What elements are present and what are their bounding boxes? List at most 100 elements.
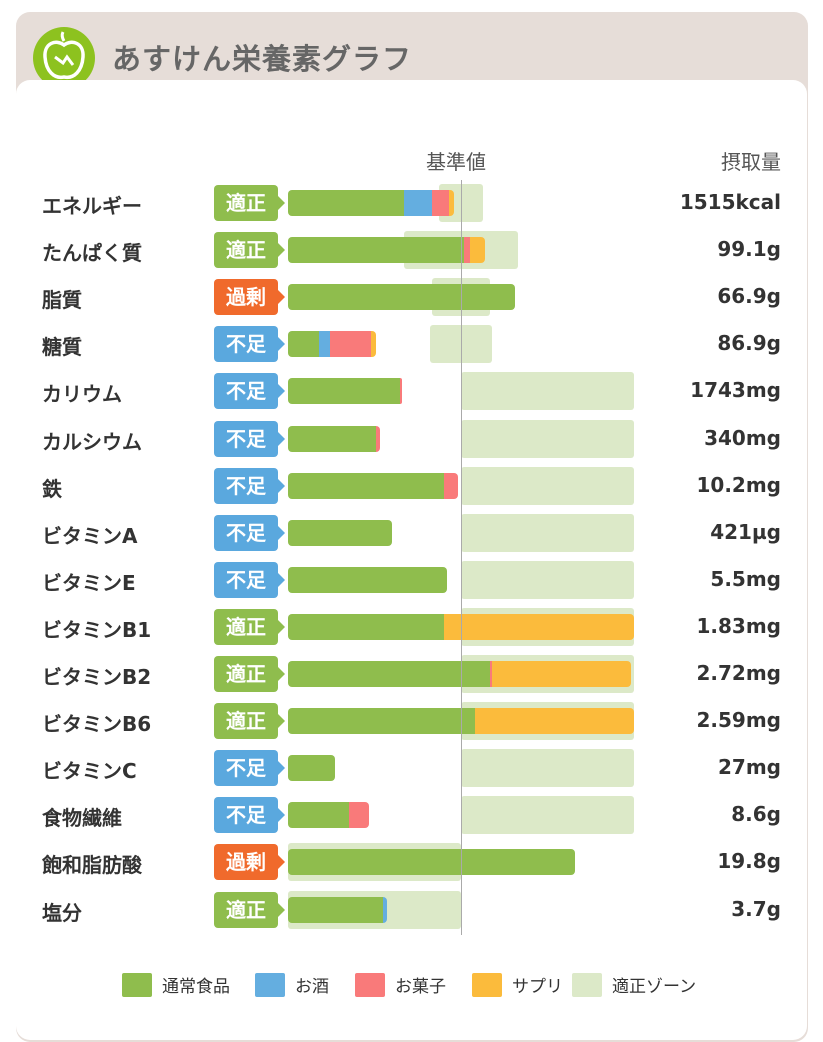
bar-normal [288, 190, 404, 216]
nutrient-name: ビタミンB1 [42, 617, 152, 642]
legend-label: 適正ゾーン [612, 977, 697, 997]
status-badge: 過剰 [214, 279, 285, 316]
bar-normal [288, 425, 377, 452]
status-badge: 不足 [214, 420, 285, 457]
legend-swatch [472, 972, 502, 997]
nutrient-name: ビタミンC [42, 759, 137, 784]
intake-value: 1.83mg [696, 613, 781, 638]
intake-value: 1743mg [690, 378, 781, 403]
optimal-zone [461, 796, 634, 835]
bar-normal [288, 331, 320, 358]
bar-normal [288, 472, 444, 499]
bar-snack [443, 472, 458, 499]
legend-item-zone: 適正ゾーン [572, 972, 696, 997]
bar-normal [288, 613, 444, 640]
bar-normal [288, 708, 475, 735]
status-badge: 不足 [214, 373, 285, 410]
nutrient-name: 塩分 [42, 900, 82, 925]
intake-value: 5.5mg [710, 566, 781, 591]
bar-normal [288, 661, 491, 687]
bar-normal [288, 284, 515, 311]
nutrient-name: カルシウム [42, 429, 142, 454]
bar-normal [288, 519, 392, 546]
bar-normal [288, 896, 384, 923]
legend-item-supplement: サプリ [472, 972, 563, 997]
status-badge: 適正 [214, 608, 285, 645]
optimal-zone [461, 372, 634, 411]
legend: 通常食品 お酒 お菓子 サプリ 適正ゾーン [0, 972, 823, 1000]
bar-snack [431, 190, 449, 216]
nutrient-row: ビタミンB6 適正 2.59mg [0, 701, 823, 741]
bar-normal [288, 849, 576, 876]
status-badge: 不足 [214, 514, 285, 551]
nutrient-row: ビタミンE 不足 5.5mg [0, 560, 823, 600]
bar-supplement [448, 190, 455, 216]
optimal-zone [461, 466, 634, 505]
bar-supplement [469, 237, 486, 264]
intake-value: 421µg [710, 519, 781, 544]
bar-normal [288, 755, 335, 782]
intake-value: 27mg [718, 755, 781, 780]
intake-header: 摂取量 [721, 150, 781, 174]
optimal-zone [461, 749, 634, 788]
status-badge: 不足 [214, 326, 285, 363]
status-badge: 不足 [214, 467, 285, 504]
nutrient-name: カリウム [42, 382, 122, 407]
legend-label: 通常食品 [162, 977, 230, 997]
nutrient-name: ビタミンB6 [42, 712, 152, 737]
nutrient-name: 脂質 [42, 288, 82, 313]
bar-alcohol [383, 896, 387, 923]
bar-snack [329, 331, 372, 358]
nutrient-name: ビタミンA [42, 523, 138, 548]
nutrient-name: ビタミンE [42, 570, 136, 595]
intake-value: 2.72mg [696, 661, 781, 685]
bar-supplement [474, 708, 634, 735]
intake-value: 10.2mg [696, 472, 781, 497]
legend-item-alcohol: お酒 [255, 972, 329, 997]
status-badge: 適正 [214, 656, 285, 692]
bar-alcohol [403, 190, 432, 216]
legend-swatch [355, 972, 385, 997]
optimal-zone [461, 560, 634, 599]
nutrient-row: 鉄 不足 10.2mg [0, 466, 823, 506]
bar-normal [288, 802, 349, 829]
optimal-zone [429, 325, 493, 364]
status-badge: 過剰 [214, 844, 285, 881]
nutrient-name: 鉄 [42, 476, 62, 501]
nutrient-row: ビタミンC 不足 27mg [0, 748, 823, 788]
legend-label: お酒 [295, 977, 329, 997]
nutrient-row: 糖質 不足 86.9g [0, 324, 823, 364]
bar-normal [288, 378, 401, 405]
bar-normal [288, 566, 448, 593]
nutrient-row: 脂質 過剰 66.9g [0, 277, 823, 317]
nutrient-row: カリウム 不足 1743mg [0, 371, 823, 411]
nutrient-row: 塩分 適正 3.7g [0, 890, 823, 930]
status-badge: 適正 [214, 232, 285, 269]
bar-supplement [443, 613, 634, 640]
status-badge: 不足 [214, 797, 285, 834]
optimal-zone [461, 419, 634, 458]
nutrient-row: 食物繊維 不足 8.6g [0, 795, 823, 835]
legend-swatch [255, 972, 285, 997]
nutrient-name: 糖質 [42, 335, 82, 360]
intake-value: 19.8g [717, 849, 781, 874]
legend-item-normal: 通常食品 [122, 972, 230, 997]
nutrient-row: エネルギー 適正 1515kcal [0, 183, 823, 223]
nutrient-row: 飽和脂肪酸 過剰 19.8g [0, 842, 823, 882]
bar-snack [400, 378, 403, 405]
legend-label: お菓子 [395, 977, 446, 997]
nutrient-name: ビタミンB2 [42, 665, 152, 689]
intake-value: 99.1g [717, 237, 781, 262]
nutrient-name: エネルギー [42, 194, 142, 218]
intake-value: 1515kcal [679, 190, 781, 214]
status-badge: 適正 [214, 891, 285, 928]
nutrient-row: ビタミンB1 適正 1.83mg [0, 607, 823, 647]
intake-value: 2.59mg [696, 708, 781, 733]
legend-label: サプリ [512, 977, 563, 997]
bar-supplement [492, 661, 631, 687]
status-badge: 不足 [214, 561, 285, 598]
intake-value: 66.9g [717, 284, 781, 309]
nutrient-name: たんぱく質 [42, 241, 142, 266]
bar-snack [376, 425, 380, 452]
status-badge: 適正 [214, 703, 285, 740]
